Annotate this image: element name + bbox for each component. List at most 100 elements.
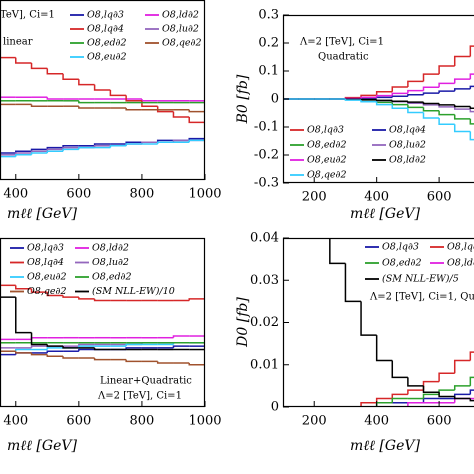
hist-step [360,96,377,99]
hist-step [407,377,424,387]
hist-step [407,101,424,103]
hist-step [422,86,440,91]
hist-step [407,94,424,97]
hist-step [438,82,455,88]
hist-step [438,103,455,106]
hist-step [78,146,95,150]
hist-step [438,118,455,125]
hist-step [438,392,455,398]
hist-step [46,97,64,100]
hist-step [375,99,393,102]
annotation: Linear+Quadratic [100,376,192,387]
hist-step [15,285,32,290]
hist-step [453,88,471,92]
y-axis-label: B0 [fb] [235,74,251,124]
hist-step [469,376,474,386]
hist-step [62,73,79,80]
legend-label: O8,ed∂2 [87,38,127,49]
x-tick-label: 200 [302,190,327,205]
hist-step [422,102,440,105]
plot-area [283,45,474,141]
y-tick-label: 0 [271,400,279,415]
hist-step [360,301,377,336]
hist-step [156,106,174,113]
hist-step [15,351,32,354]
x-tick-label: 800 [130,187,155,202]
x-tick-label: 600 [427,414,452,429]
hist-step [469,389,474,395]
hist-step [407,80,424,87]
hist-step [78,106,95,109]
legend-label: O8,lq∂3 [27,243,64,254]
hist-step [125,108,142,111]
hist-step [188,298,205,301]
hist-step [391,100,408,102]
hist-step [156,361,174,364]
hist-step [30,63,48,70]
annotation: Quadratic [318,52,369,63]
hist-step [93,347,111,351]
hist-step [407,108,424,114]
hist-step [391,95,408,98]
hist-step [438,90,455,94]
hist-step [329,238,346,265]
x-axis-label: mℓℓ [GeV] [7,438,77,454]
hist-step [125,143,142,146]
hist-step [391,104,408,109]
legend-label: O8,qe∂2 [27,286,67,297]
hist-step [375,96,393,99]
x-tick-label: 1000 [188,414,221,429]
hist-step [422,380,440,391]
hist-step [30,332,48,346]
y-tick-label: -0.3 [254,176,279,191]
hist-step [453,396,471,400]
hist-step [78,79,95,86]
hist-step [453,124,471,133]
x-tick-label: 400 [364,414,389,429]
hist-step [438,65,455,75]
hist-step [360,97,377,99]
hist-step [469,73,474,80]
x-axis-label: mℓℓ [GeV] [7,206,77,222]
hist-step [46,292,64,297]
hist-step [375,90,393,96]
hist-step [438,110,455,116]
legend-label: O8,eu∂2 [307,155,347,166]
legend-label: O8,ld∂2 [447,258,474,269]
hist-step [391,360,408,379]
hist-step [46,350,64,353]
x-axis-label: mℓℓ [GeV] [350,206,420,222]
y-tick-label: 0 [271,92,279,107]
hist-step [391,397,408,403]
legend-label: O8,ld∂2 [162,10,199,21]
x-tick-label: 400 [3,187,28,202]
hist-step [469,118,474,125]
hist-step [453,385,471,391]
legend-label: O8,lq∂4 [389,125,426,136]
hist-step [360,100,377,103]
hist-step [93,298,111,302]
hist-step [188,117,205,124]
hist-step [407,89,424,94]
legend-label: (SM NLL-EW)/5 [382,274,459,285]
hist-step [469,45,474,57]
legend-label: O8,ed∂2 [92,272,132,283]
legend-label: O8,lu∂2 [92,257,129,268]
hist-step [453,106,471,110]
hist-step [422,92,440,95]
legend-label: O8,lq∂3 [382,242,419,253]
y-tick-label: 0.03 [250,273,279,288]
hist-step [453,114,471,120]
hist-step [125,95,142,102]
x-tick-label: 200 [302,414,327,429]
legend-label: O8,qe∂2 [307,170,347,181]
x-axis-label: mℓℓ [GeV] [350,438,420,454]
hist-step [188,363,205,366]
annotation: Λ=2 [TeV], Ci=1 [97,391,182,402]
legend-label: O8,lq∂4 [87,24,124,35]
y-axis-label: D0 [fb] [235,297,251,348]
hist-step [30,288,48,293]
hist-step [141,100,158,107]
hist-step [422,73,440,82]
